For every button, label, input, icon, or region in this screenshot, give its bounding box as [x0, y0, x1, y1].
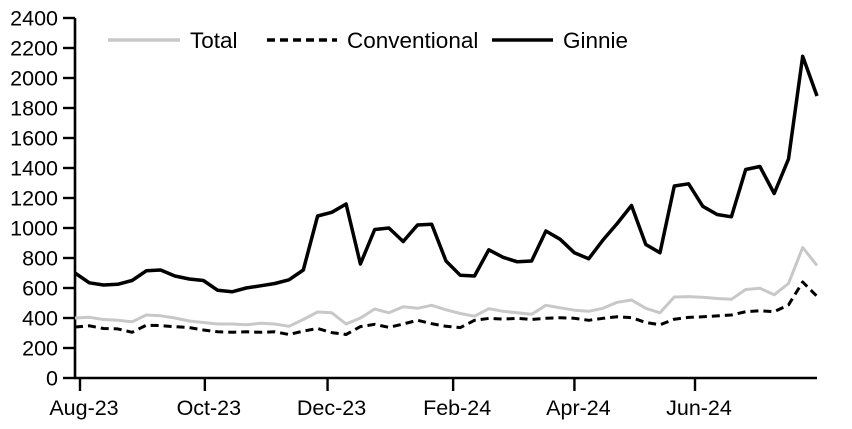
x-tick-label: Dec-23 [297, 396, 366, 420]
y-tick-label: 2200 [10, 37, 58, 61]
x-tick-label: Jun-24 [666, 396, 732, 420]
series-line-total [74, 246, 819, 328]
x-tick-label: Oct-23 [177, 396, 242, 420]
y-tick-label: 1800 [10, 97, 58, 121]
y-tick-label: 1400 [10, 157, 58, 181]
y-tick-label: 1600 [10, 127, 58, 151]
series-line-conventional [74, 280, 819, 336]
x-tick-label: Feb-24 [423, 396, 491, 420]
y-tick-label: 0 [46, 367, 58, 391]
y-tick-label: 1200 [10, 187, 58, 211]
y-tick-label: 2400 [10, 7, 58, 31]
y-tick-label: 800 [22, 247, 58, 271]
y-tick-label: 1000 [10, 217, 58, 241]
y-tick-label: 600 [22, 277, 58, 301]
legend-label-conventional: Conventional [347, 28, 478, 53]
y-tick-label: 2000 [10, 67, 58, 91]
x-tick-label: Aug-23 [49, 396, 118, 420]
legend-label-ginnie: Ginnie [563, 28, 628, 53]
x-tick-label: Apr-24 [546, 396, 611, 420]
series-line-ginnie [74, 54, 819, 294]
legend-label-total: Total [190, 28, 238, 53]
y-tick-label: 400 [22, 307, 58, 331]
y-tick-label: 200 [22, 337, 58, 361]
